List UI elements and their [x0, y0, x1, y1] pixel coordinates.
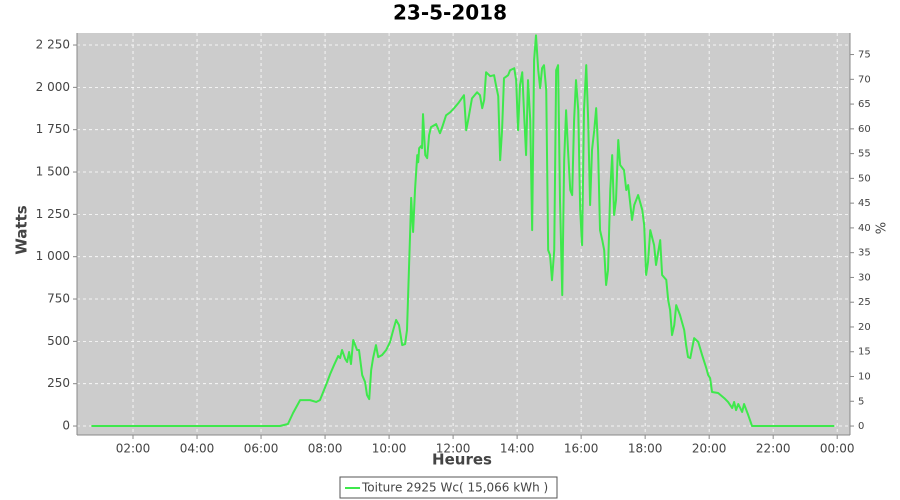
y2-tick-label: 45 [858, 198, 871, 209]
x-tick-label: 02:00 [116, 442, 151, 456]
x-tick-label: 08:00 [308, 442, 343, 456]
y2-tick-label: 55 [858, 149, 871, 160]
y-tick-label: 250 [47, 376, 70, 390]
y2-tick-label: 0 [858, 421, 864, 432]
y-axis-label: Watts [13, 205, 31, 254]
plot-area [77, 33, 850, 435]
y2-tick-label: 40 [858, 223, 871, 234]
y2-tick-label: 50 [858, 173, 871, 184]
x-tick-label: 04:00 [180, 442, 215, 456]
y2-tick-label: 70 [858, 74, 871, 85]
y-tick-label: 2 000 [36, 80, 70, 94]
y2-tick-label: 75 [858, 50, 871, 61]
y2-tick-label: 35 [858, 248, 871, 259]
x-tick-label: 22:00 [756, 442, 791, 456]
legend-label: Toiture 2925 Wc( 15,066 kWh ) [361, 481, 548, 495]
y-tick-label: 750 [47, 292, 70, 306]
y2-axis-label: % [875, 222, 890, 234]
y-tick-label: 0 [62, 419, 70, 433]
x-tick-label: 20:00 [692, 442, 727, 456]
y-tick-label: 1 750 [36, 122, 70, 136]
legend [339, 476, 558, 499]
y2-tick-label: 5 [858, 396, 864, 407]
y2-tick-label: 65 [858, 99, 871, 110]
x-tick-label: 00:00 [820, 442, 855, 456]
x-axis-label: Heures [432, 451, 492, 469]
x-tick-label: 18:00 [628, 442, 663, 456]
y-tick-label: 2 250 [36, 38, 70, 52]
y2-tick-label: 30 [858, 272, 871, 283]
y-tick-label: 1 250 [36, 207, 70, 221]
y-tick-label: 500 [47, 334, 70, 348]
x-tick-label: 16:00 [564, 442, 599, 456]
y2-tick-label: 60 [858, 124, 871, 135]
x-tick-label: 06:00 [244, 442, 279, 456]
y-tick-label: 1 000 [36, 249, 70, 263]
y2-tick-label: 15 [858, 347, 871, 358]
y2-tick-label: 10 [858, 372, 871, 383]
chart-title: 23-5-2018 [393, 1, 507, 25]
x-tick-label: 12:00 [436, 442, 471, 456]
y2-tick-label: 25 [858, 297, 871, 308]
x-tick-label: 10:00 [372, 442, 407, 456]
y2-tick-label: 20 [858, 322, 871, 333]
x-tick-label: 14:00 [500, 442, 535, 456]
series-line [91, 34, 835, 428]
y-tick-label: 1 500 [36, 165, 70, 179]
